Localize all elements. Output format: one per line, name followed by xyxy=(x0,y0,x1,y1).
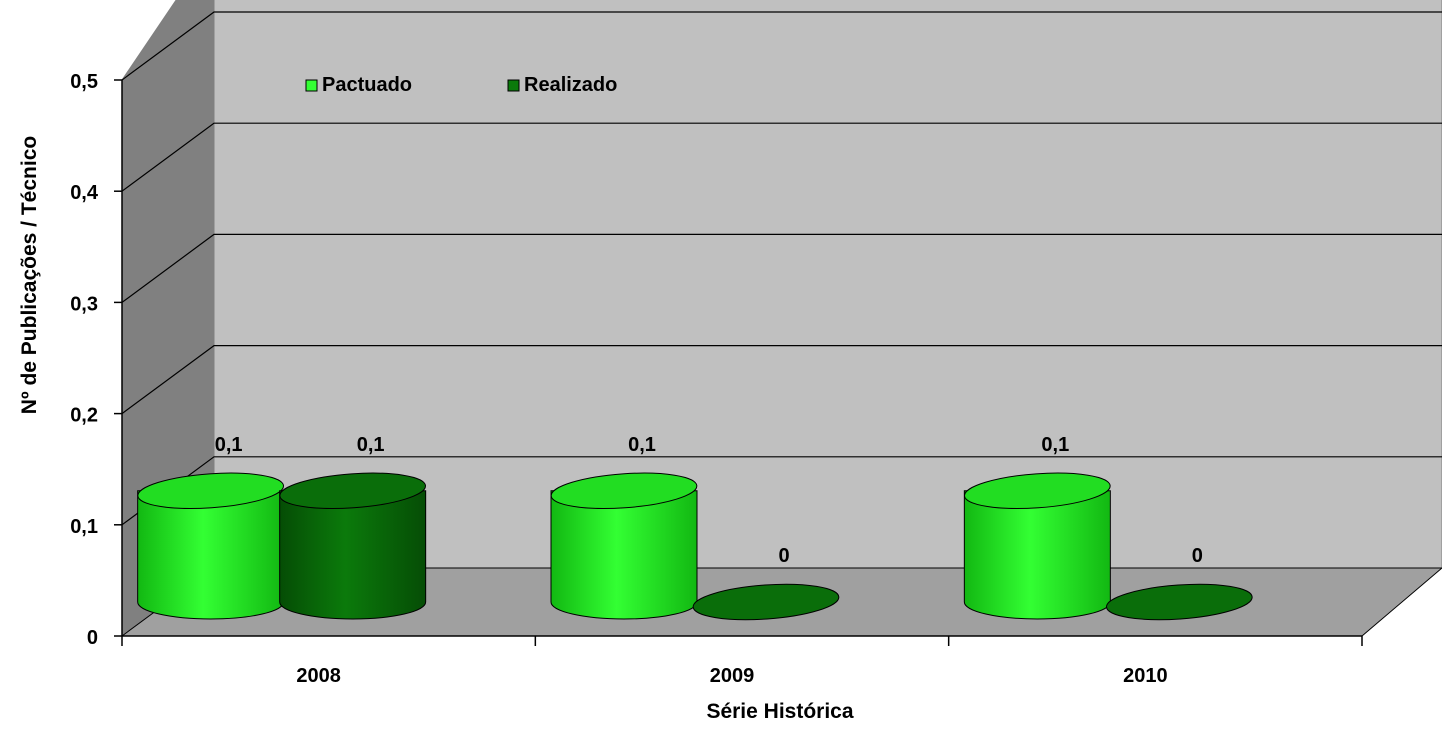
legend-label: Realizado xyxy=(524,74,617,96)
bar-top-realizado-2010 xyxy=(1106,583,1253,621)
axes: 0 0,1 0,2 0,3 0,4 0,5 2008 2009 2010 xyxy=(70,71,1363,687)
data-label: 0 xyxy=(778,545,789,567)
x-tick-label: 2010 xyxy=(1123,665,1168,687)
y-tick-label: 0 xyxy=(87,627,98,649)
data-label: 0 xyxy=(1192,545,1203,567)
y-tick-label: 0,4 xyxy=(70,182,99,204)
bar-top-pactuado-2008 xyxy=(137,472,284,510)
data-label: 0,1 xyxy=(215,434,243,456)
y-tick-label: 0,3 xyxy=(70,293,98,315)
gridline xyxy=(121,345,1442,415)
bar-pactuado-2009 xyxy=(550,490,698,620)
y-tick-label: 0,5 xyxy=(70,71,98,93)
legend-swatch xyxy=(507,79,520,92)
bar-realizado-2008 xyxy=(279,490,427,620)
data-label: 0,1 xyxy=(357,434,385,456)
gridline xyxy=(121,233,1442,303)
bar-top-realizado-2008 xyxy=(279,472,426,510)
gridline xyxy=(121,11,1442,81)
y-axis-label: Nº de Publicações / Técnico xyxy=(18,136,41,414)
bars: 0,1 0,1 0,1 0 0,1 0 xyxy=(137,434,1253,621)
legend: Pactuado Realizado xyxy=(305,74,617,96)
y-tick-label: 0,1 xyxy=(70,516,98,538)
data-label: 0,1 xyxy=(1041,434,1069,456)
bar-top-pactuado-2010 xyxy=(964,472,1111,510)
y-tick-label: 0,2 xyxy=(70,405,98,427)
bar-pactuado-2008 xyxy=(137,490,285,620)
bar-top-realizado-2009 xyxy=(692,583,840,621)
legend-label: Pactuado xyxy=(322,74,412,96)
data-label: 0,1 xyxy=(628,434,656,456)
x-tick-label: 2009 xyxy=(710,665,755,687)
bar-pactuado-2010 xyxy=(963,490,1111,620)
gridlines xyxy=(121,11,1442,526)
gridline xyxy=(121,122,1442,192)
x-tick-label: 2008 xyxy=(296,665,341,687)
x-axis-label: Série Histórica xyxy=(706,700,853,723)
legend-swatch xyxy=(305,79,318,92)
bar-top-pactuado-2009 xyxy=(550,472,698,510)
